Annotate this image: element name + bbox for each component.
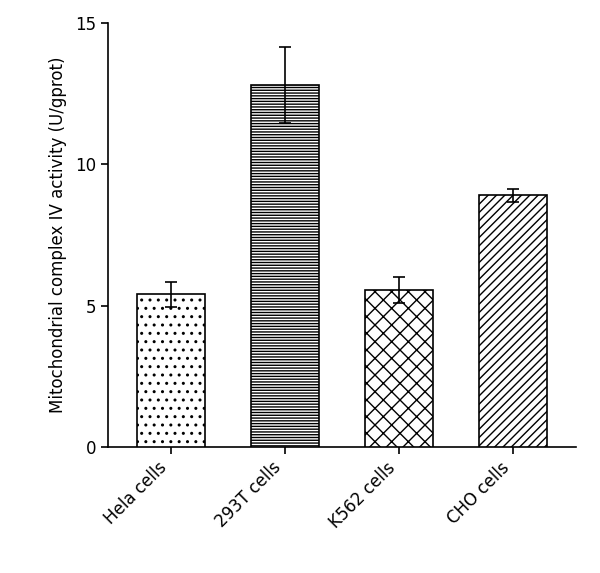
Bar <box>365 290 433 447</box>
Bar <box>251 85 319 447</box>
Bar <box>479 195 547 447</box>
Bar <box>137 295 205 447</box>
Y-axis label: Mitochondrial complex IV activity (U/gprot): Mitochondrial complex IV activity (U/gpr… <box>49 57 67 413</box>
